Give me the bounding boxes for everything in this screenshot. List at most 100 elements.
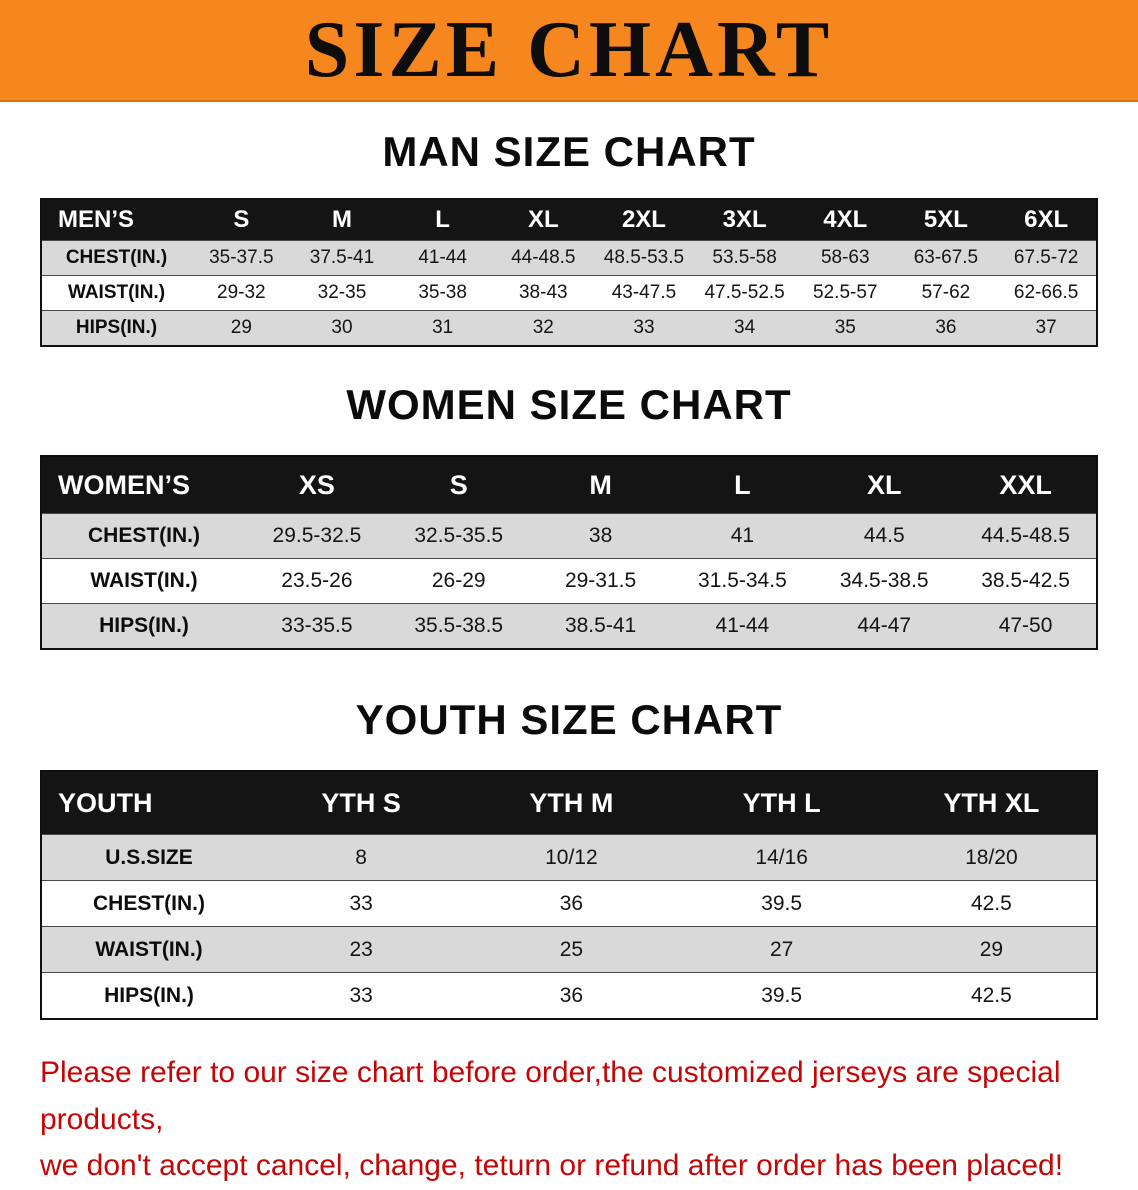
row-label: HIPS(IN.) [104, 983, 194, 1007]
youth-section-heading: YOUTH SIZE CHART [355, 696, 783, 743]
size-value: 10/12 [545, 845, 598, 869]
size-value: 41 [730, 524, 755, 547]
size-value: 41-44 [418, 247, 467, 268]
size-column-header: S [387, 456, 530, 514]
row-label: U.S.SIZE [105, 845, 193, 869]
table-row: CHEST(IN.) 33 36 39.5 42.5 [41, 880, 1097, 927]
size-value: 38-43 [518, 282, 568, 303]
size-column-header: XL [813, 456, 956, 514]
row-label: WAIST(IN.) [90, 569, 198, 592]
size-value: 18/20 [965, 845, 1018, 869]
size-value: 38.5-42.5 [981, 569, 1070, 592]
size-value: 43-47.5 [611, 282, 677, 303]
size-value: 39.5 [761, 891, 803, 915]
size-value: 44-47 [857, 614, 912, 637]
row-label: WAIST(IN.) [67, 282, 166, 303]
table-row: WAIST(IN.) 23 25 27 29 [41, 926, 1097, 973]
order-policy-note-line-1: Please refer to our size chart before or… [40, 1056, 1061, 1136]
table-row: CHEST(IN.) 35-37.5 37.5-41 41-44 44-48.5 48.5… [41, 240, 1097, 276]
size-value: 47.5-52.5 [704, 282, 785, 303]
size-value: 44.5-48.5 [981, 524, 1070, 547]
size-value: 36 [559, 891, 584, 915]
size-column-header: 2XL [593, 199, 695, 241]
size-chart-banner: SIZE CHART [0, 0, 1138, 102]
table-header-row: MEN’S S M L XL 2XL 3XL 4XL 5XL 6XL [41, 199, 1097, 241]
size-column-header: L [671, 456, 814, 514]
size-column-header: YTH L [676, 771, 887, 835]
size-column-header: M [529, 456, 672, 514]
order-policy-note-line-2: we don't accept cancel, change, teturn o… [40, 1149, 1064, 1182]
size-value: 39.5 [761, 983, 803, 1007]
size-column-header: M [291, 199, 393, 241]
size-value: 31.5-34.5 [698, 569, 787, 592]
size-value: 67.5-72 [1013, 247, 1079, 268]
size-value: 29.5-32.5 [272, 524, 362, 547]
table-header-row: YOUTH YTH S YTH M YTH L YTH XL [41, 771, 1097, 835]
size-value: 23 [349, 937, 373, 961]
size-value: 29 [230, 317, 252, 338]
size-column-header: YTH XL [886, 771, 1097, 835]
size-value: 35.5-38.5 [414, 614, 504, 637]
size-value: 33 [349, 891, 373, 915]
size-value: 35 [834, 317, 856, 338]
size-value: 34 [734, 317, 756, 338]
size-value: 36 [559, 983, 584, 1007]
size-column-header: S [191, 199, 292, 241]
womens-size-table: WOMEN’S XS S M L XL XXL CHEST(IN.) 29.5-32.5 32.5… [40, 455, 1098, 650]
size-value: 47-50 [998, 614, 1053, 637]
size-column-header: L [392, 199, 493, 241]
order-policy-note: Please refer to our size chart before or… [40, 1050, 1120, 1190]
row-label: CHEST(IN.) [88, 524, 200, 547]
size-value: 35-38 [418, 282, 467, 303]
row-label: HIPS(IN.) [75, 317, 158, 338]
size-value: 48.5-53.5 [603, 247, 685, 268]
table-row: WAIST(IN.) 29-32 32-35 35-38 38-43 43-47.5 47.… [41, 275, 1097, 311]
table-row: HIPS(IN.) 29 30 31 32 33 34 35 36 37 [41, 310, 1097, 346]
table-row: WAIST(IN.) 23.5-26 26-29 29-31.5 31.5-34.5 34… [41, 558, 1097, 604]
size-value: 41-44 [715, 614, 770, 637]
size-value: 52.5-57 [813, 282, 878, 303]
size-value: 33 [633, 317, 655, 338]
size-value: 25 [559, 937, 584, 961]
size-value: 32.5-35.5 [414, 524, 504, 547]
women-section-heading: WOMEN SIZE CHART [346, 381, 792, 428]
size-column-header: YTH S [256, 771, 467, 835]
size-value: 44.5 [863, 524, 905, 547]
row-label: CHEST(IN.) [93, 891, 205, 915]
size-value: 35-37.5 [209, 247, 274, 268]
table-row: U.S.SIZE 8 10/12 14/16 18/20 [41, 834, 1097, 881]
men-section-heading: MAN SIZE CHART [382, 128, 756, 175]
size-value: 53.5-58 [712, 247, 777, 268]
table-title-cell: WOMEN’S [41, 456, 246, 514]
size-value: 36 [935, 317, 957, 338]
size-value: 57-62 [921, 282, 971, 303]
row-label: CHEST(IN.) [65, 247, 168, 268]
size-value: 62-66.5 [1013, 282, 1079, 303]
size-value: 33 [349, 983, 373, 1007]
size-value: 29-32 [217, 282, 266, 303]
table-row: CHEST(IN.) 29.5-32.5 32.5-35.5 38 41 44.5 44.5… [41, 513, 1097, 559]
size-value: 34.5-38.5 [839, 569, 929, 592]
table-row: HIPS(IN.) 33 36 39.5 42.5 [41, 972, 1097, 1019]
size-value: 63-67.5 [913, 247, 979, 268]
size-value: 14/16 [755, 845, 808, 869]
size-column-header: XXL [955, 456, 1097, 514]
size-value: 27 [769, 937, 794, 961]
size-value: 26-29 [431, 569, 486, 592]
size-value: 32 [532, 317, 554, 338]
size-value: 31 [432, 317, 454, 338]
size-column-header: 5XL [895, 199, 997, 241]
size-column-header: XS [246, 456, 388, 514]
mens-size-table: MEN’S S M L XL 2XL 3XL 4XL 5XL 6XL CHEST(IN.) 35-37… [40, 198, 1098, 347]
size-column-header: 6XL [996, 199, 1097, 241]
table-row: HIPS(IN.) 33-35.5 35.5-38.5 38.5-41 41-44 44-… [41, 603, 1097, 649]
size-column-header: 4XL [794, 199, 896, 241]
size-value: 42.5 [970, 983, 1012, 1007]
size-value: 23.5-26 [281, 569, 353, 592]
size-value: 32-35 [317, 282, 367, 303]
banner-title: SIZE CHART [304, 6, 834, 94]
size-value: 37.5-41 [309, 247, 375, 268]
size-column-header: 3XL [694, 199, 795, 241]
size-column-header: YTH M [466, 771, 677, 835]
youth-size-table: YOUTH YTH S YTH M YTH L YTH XL U.S.SIZE 8 10/12… [40, 770, 1098, 1020]
